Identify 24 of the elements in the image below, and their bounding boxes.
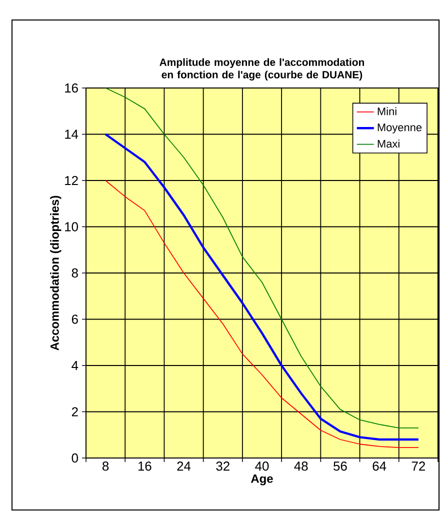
y-tick-label: 16 [65, 83, 78, 93]
x-tick-label: 32 [216, 462, 230, 471]
x-axis-title: Age [251, 474, 273, 486]
x-tick-label: 24 [177, 462, 191, 471]
y-tick-label: 0 [72, 453, 78, 463]
y-tick-label: 14 [65, 130, 78, 139]
x-tick-label: 56 [334, 462, 347, 471]
y-axis-title: Accommodation (dioptries) [50, 196, 62, 350]
y-tick-label: 10 [65, 222, 78, 232]
y-tick-label: 4 [72, 361, 78, 370]
y-tick-label: 2 [72, 407, 78, 416]
legend-label: Maxi [378, 140, 400, 148]
x-tick-label: 40 [255, 462, 269, 471]
x-tick-label: 8 [102, 462, 109, 471]
y-tick-label: 8 [72, 268, 78, 278]
y-tick-label: 12 [65, 176, 78, 186]
x-tick-label: 48 [294, 462, 308, 471]
x-tick-label: 72 [412, 462, 425, 471]
legend-label: Moyenne [378, 124, 422, 134]
x-tick-label: 16 [138, 462, 152, 471]
chart-title: Amplitude moyenne de l'accommodation en fonction de l'age (courbe de DUANE) [160, 58, 364, 80]
y-tick-label: 6 [72, 314, 78, 324]
legend-label: Mini [378, 107, 396, 116]
x-tick-label: 64 [372, 462, 386, 471]
